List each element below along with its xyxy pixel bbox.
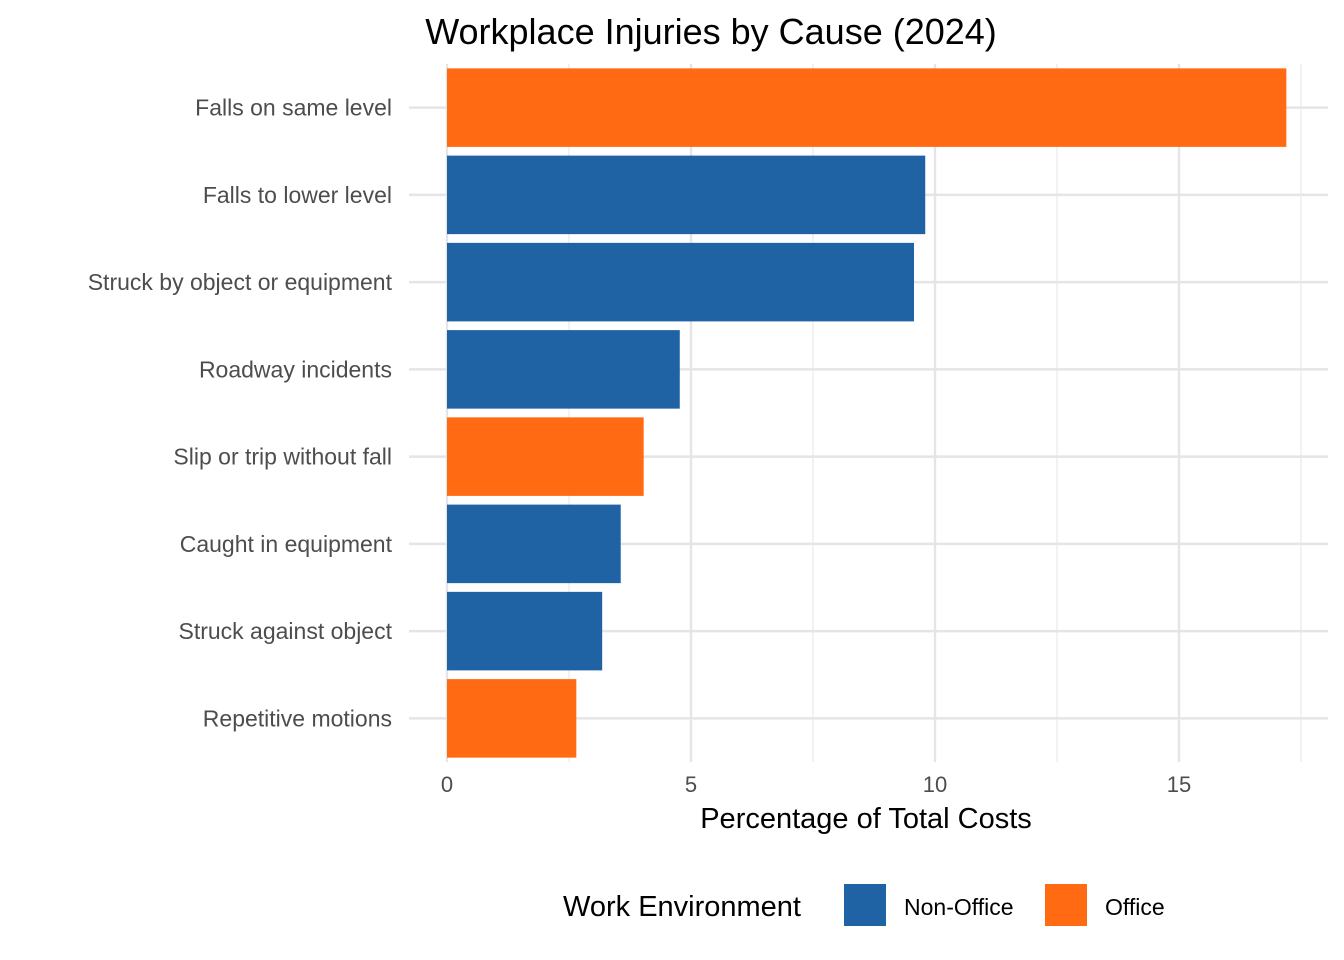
category-label: Caught in equipment: [180, 531, 393, 557]
category-label: Falls on same level: [195, 95, 392, 121]
category-label: Repetitive motions: [203, 705, 392, 731]
x-tick-label: 5: [685, 772, 697, 797]
category-labels: Falls on same level Falls to lower level S…: [88, 95, 393, 732]
legend-label: Office: [1105, 894, 1165, 920]
legend-key: [844, 884, 886, 926]
bar: [447, 417, 644, 496]
bar: [447, 504, 621, 584]
bar: [447, 155, 926, 235]
category-label: Slip or trip without fall: [173, 444, 392, 470]
category-label: Falls to lower level: [203, 182, 392, 208]
legend-label: Non-Office: [904, 894, 1014, 920]
chart-title: Workplace Injuries by Cause (2024): [425, 11, 997, 52]
x-tick-labels: 0 5 10 15: [441, 772, 1191, 797]
category-label: Struck by object or equipment: [88, 269, 393, 295]
legend-title: Work Environment: [563, 891, 801, 923]
bar: [447, 679, 577, 758]
bar: [447, 242, 915, 322]
x-tick-label: 10: [923, 772, 947, 797]
category-label: Roadway incidents: [199, 356, 392, 382]
x-tick-label: 15: [1167, 772, 1191, 797]
x-axis-title: Percentage of Total Costs: [700, 803, 1032, 835]
bar: [447, 330, 680, 409]
bars: [447, 68, 1287, 758]
bar: [447, 591, 603, 671]
x-tick-label: 0: [441, 772, 453, 797]
legend: Work Environment Non-Office Office: [563, 884, 1165, 926]
legend-key: [1045, 884, 1087, 926]
category-label: Struck against object: [178, 618, 392, 644]
bar: [447, 68, 1287, 147]
